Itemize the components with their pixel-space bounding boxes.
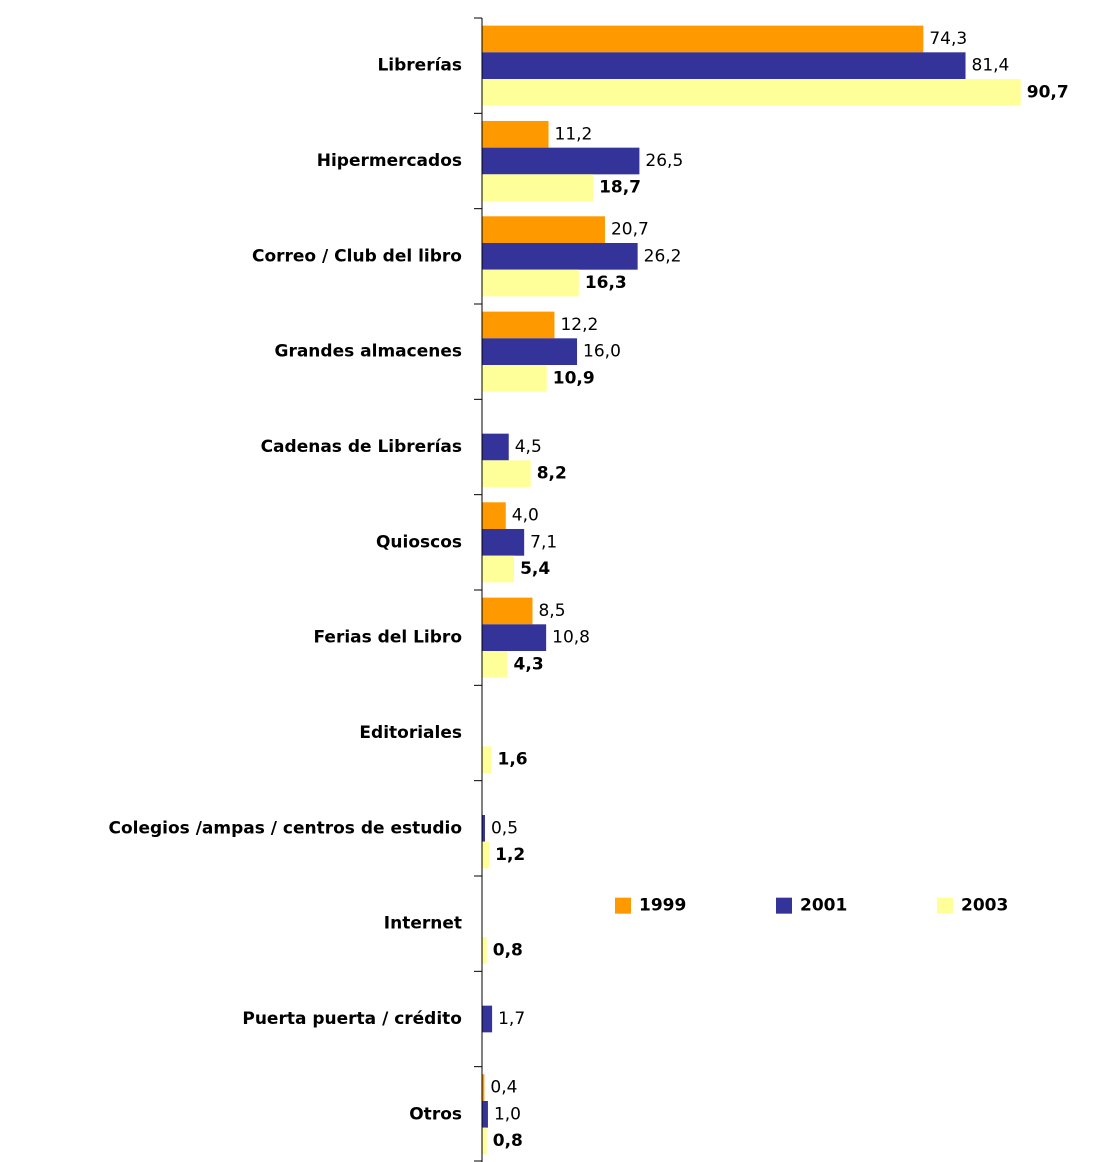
value-label: 4,3 [514,654,544,674]
value-label: 18,7 [599,178,641,198]
value-label: 10,9 [553,368,595,388]
bar [482,25,924,53]
bar [482,174,594,202]
value-label: 1,7 [498,1009,525,1029]
category-label: Colegios /ampas / centros de estudio [108,818,462,838]
category-label: Ferias del Libro [313,628,462,648]
legend-swatch [937,897,953,914]
value-label: 1,0 [494,1104,521,1124]
bar [482,242,638,270]
value-label: 0,8 [493,1131,523,1151]
value-label: 16,3 [585,273,627,293]
category-label: Quioscos [376,532,462,552]
value-label: 0,5 [491,818,518,838]
bar [482,269,579,297]
bar [482,841,490,869]
category-label: Puerta puerta / crédito [242,1009,462,1029]
bar [482,120,549,148]
bar [482,624,547,652]
legend-swatch [776,897,792,914]
legend-label: 2001 [800,896,847,916]
value-label: 5,4 [520,559,550,579]
value-label: 12,2 [560,315,598,335]
category-label: Hipermercados [317,151,462,171]
category-label: Librerías [377,56,462,76]
bar [482,746,492,774]
bar [482,216,605,243]
value-label: 4,0 [512,506,539,526]
value-label: 8,2 [537,464,567,484]
bar [482,52,966,80]
bar [482,433,509,461]
legend-label: 2003 [961,896,1008,916]
bar [482,1074,485,1101]
value-label: 74,3 [929,29,967,49]
value-label: 81,4 [972,56,1010,76]
bar [482,502,506,529]
value-label: 26,2 [644,246,682,266]
bar [482,365,547,392]
bar [482,1005,493,1033]
bar [482,338,578,366]
bar [482,937,487,964]
bar [482,597,533,625]
category-label: Otros [409,1104,462,1124]
bar [482,651,508,678]
category-label: Internet [384,914,462,934]
bar [482,528,525,556]
category-label: Grandes almacenes [275,342,463,362]
value-label: 0,4 [490,1078,517,1098]
category-label: Cadenas de Librerías [261,437,462,457]
bar [482,79,1021,106]
value-label: 16,0 [583,342,621,362]
value-label: 1,6 [498,750,528,770]
bar [482,311,555,339]
category-label: Editoriales [359,723,462,743]
legend-swatch [615,897,631,914]
bar [482,147,640,175]
bar [482,1100,488,1128]
value-label: 7,1 [530,532,557,552]
category-label: Correo / Club del libro [252,246,462,266]
value-label: 90,7 [1027,82,1069,102]
value-label: 1,2 [495,845,525,865]
value-label: 20,7 [611,220,649,240]
value-label: 10,8 [552,628,590,648]
bar [482,555,515,583]
value-label: 26,5 [645,151,683,171]
bar [482,460,531,488]
value-label: 8,5 [538,601,565,621]
value-label: 11,2 [555,124,593,144]
value-label: 4,5 [515,437,542,457]
bar [482,814,485,842]
value-label: 0,8 [493,940,523,960]
bar [482,1127,487,1155]
legend-label: 1999 [639,896,686,916]
